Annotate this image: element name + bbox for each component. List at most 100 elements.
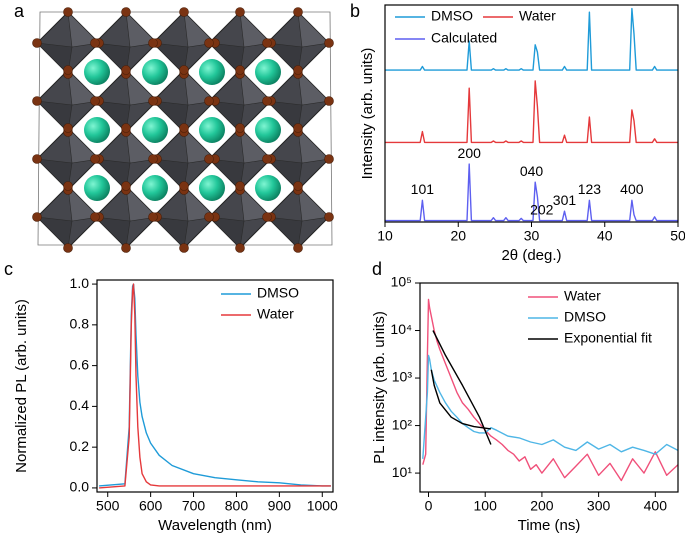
anion-atom xyxy=(63,7,73,17)
anion-atom xyxy=(32,212,42,222)
anion-atom xyxy=(121,65,131,75)
series-line xyxy=(99,283,331,489)
series-line xyxy=(430,330,492,445)
anion-atom xyxy=(32,154,42,164)
plot-area xyxy=(422,298,678,482)
octahedron-face xyxy=(208,100,245,133)
x-tick-label: 0 xyxy=(425,498,433,514)
y-tick-label: 10⁵ xyxy=(391,274,412,290)
anion-atom xyxy=(235,65,245,75)
y-axis-label: Intensity (arb. units) xyxy=(359,48,376,180)
x-tick-label: 800 xyxy=(225,498,249,514)
anion-atom xyxy=(179,181,189,191)
x-tick-label: 40 xyxy=(597,228,613,244)
x-axis-label: Time (ns) xyxy=(518,517,581,534)
octahedron-face xyxy=(266,100,303,133)
octahedron-face xyxy=(36,100,73,133)
y-tick-label: 0.4 xyxy=(70,397,90,413)
anion-atom xyxy=(324,96,334,106)
anion-atom xyxy=(324,38,334,48)
x-tick-label: 900 xyxy=(268,498,292,514)
y-tick-label: 0.2 xyxy=(70,438,90,454)
cation-sphere xyxy=(199,59,225,85)
peak-label: 400 xyxy=(620,181,644,197)
x-tick-label: 30 xyxy=(524,228,540,244)
octahedron-face xyxy=(67,69,100,106)
panel-label: c xyxy=(4,259,13,279)
anion-atom xyxy=(204,154,214,164)
anion-atom xyxy=(148,96,158,106)
cation-sphere xyxy=(199,175,225,201)
anion-atom xyxy=(32,38,42,48)
x-tick-label: 400 xyxy=(644,498,668,514)
anion-atom xyxy=(293,65,303,75)
plot-area xyxy=(99,283,331,489)
anion-atom xyxy=(235,7,245,17)
y-tick-label: 10² xyxy=(392,416,413,432)
anion-atom xyxy=(179,65,189,75)
legend-label: Exponential fit xyxy=(564,330,652,346)
cation-sphere xyxy=(255,175,281,201)
y-tick-label: 10⁴ xyxy=(390,321,412,337)
plot-frame xyxy=(419,282,679,493)
x-tick-label: 20 xyxy=(450,228,466,244)
anion-atom xyxy=(262,154,272,164)
cation-sphere xyxy=(255,117,281,143)
legend-label: DMSO xyxy=(257,285,299,301)
anion-atom xyxy=(293,181,303,191)
octahedron-face xyxy=(94,216,131,249)
cation-sphere xyxy=(84,175,110,201)
octahedron-face xyxy=(36,42,73,75)
x-tick-label: 300 xyxy=(587,498,611,514)
x-tick-label: 500 xyxy=(96,498,120,514)
anion-atom xyxy=(90,212,100,222)
legend-label: Water xyxy=(564,288,601,304)
cell-edge xyxy=(37,11,333,246)
octahedron-face xyxy=(152,158,189,191)
anion-atom xyxy=(148,38,158,48)
y-tick-label: 0.8 xyxy=(70,316,90,332)
octahedron-face xyxy=(36,216,73,249)
octahedron-face xyxy=(239,11,272,48)
anion-atom xyxy=(32,96,42,106)
anion-atom xyxy=(204,96,214,106)
legend-label: Water xyxy=(519,8,556,24)
y-axis-label: PL intensity (arb. units) xyxy=(371,311,388,464)
octahedron-face xyxy=(94,100,131,133)
anion-atom xyxy=(148,212,158,222)
octahedron-face xyxy=(266,158,303,191)
x-tick-label: 700 xyxy=(182,498,206,514)
anion-atom xyxy=(63,65,73,75)
x-tick-label: 1000 xyxy=(307,498,338,514)
legend-label: DMSO xyxy=(431,8,473,24)
octahedron-face xyxy=(94,42,131,75)
anion-atom xyxy=(121,123,131,133)
crystal-structure xyxy=(32,7,334,253)
anion-atom xyxy=(63,243,73,253)
x-axis-label: Wavelength (nm) xyxy=(158,517,272,534)
series-line xyxy=(99,283,331,487)
octahedron-face xyxy=(297,69,330,106)
y-tick-label: 10¹ xyxy=(392,464,413,480)
series-line xyxy=(385,7,678,71)
octahedron-face xyxy=(183,11,216,48)
panel-label: d xyxy=(372,259,382,279)
x-tick-label: 200 xyxy=(530,498,554,514)
octahedron-face xyxy=(183,127,216,164)
anion-atom xyxy=(293,7,303,17)
octahedron-face xyxy=(152,216,189,249)
anion-atom xyxy=(324,212,334,222)
octahedron-face xyxy=(239,127,272,164)
anion-atom xyxy=(90,38,100,48)
anion-atom xyxy=(262,96,272,106)
octahedron-face xyxy=(94,158,131,191)
series-line xyxy=(385,80,678,144)
peak-label: 101 xyxy=(411,181,435,197)
cation-sphere xyxy=(199,117,225,143)
x-tick-label: 100 xyxy=(474,498,498,514)
x-tick-label: 10 xyxy=(377,228,393,244)
series-line xyxy=(422,354,678,459)
legend-label: DMSO xyxy=(564,309,606,325)
octahedron-face xyxy=(239,185,272,222)
cation-sphere xyxy=(142,59,168,85)
